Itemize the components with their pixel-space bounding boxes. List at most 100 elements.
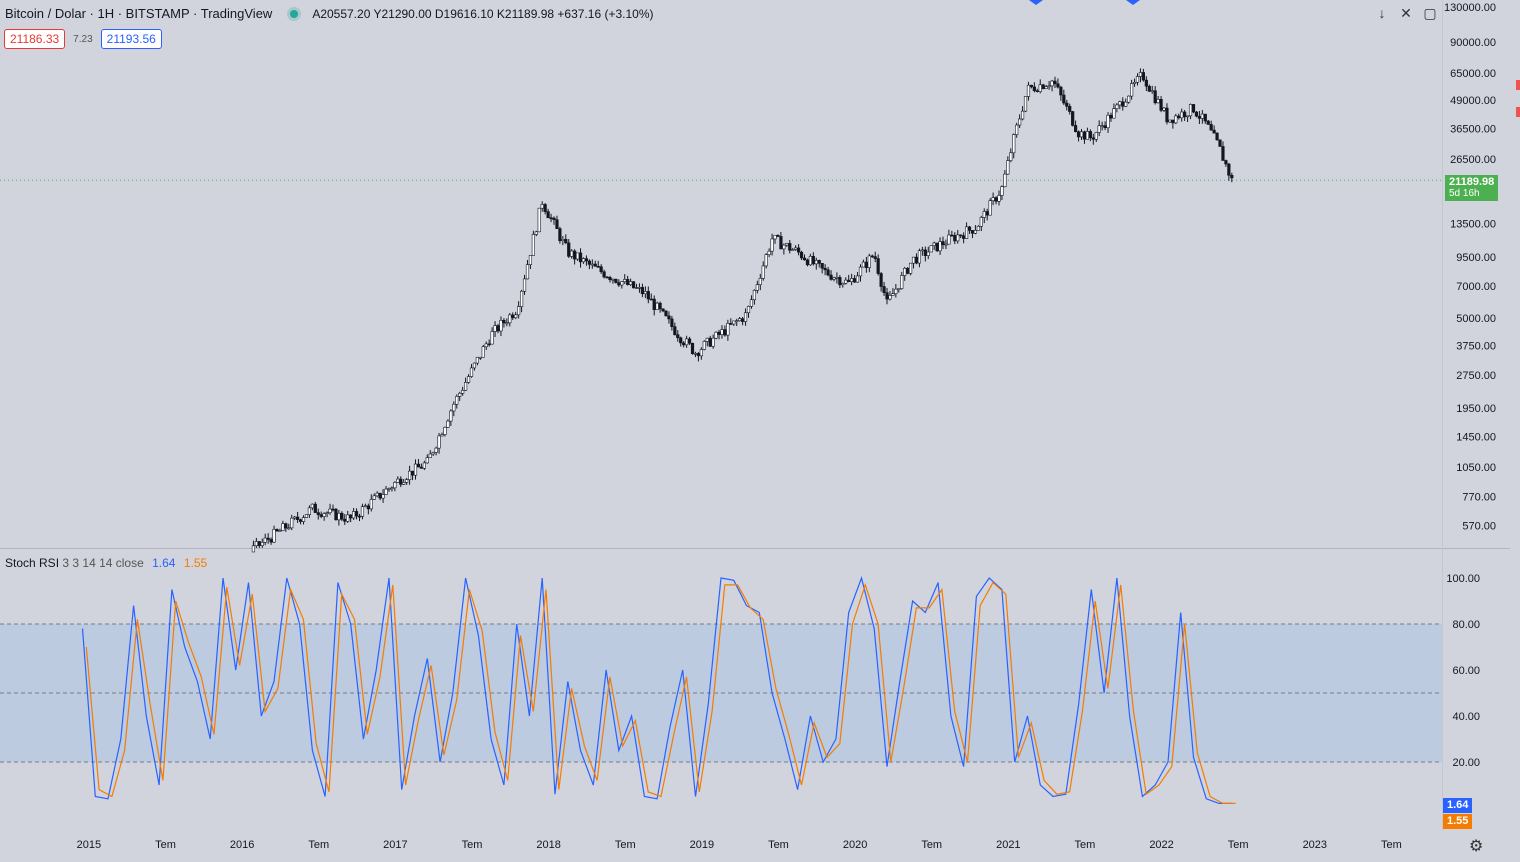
candle-body: [1012, 134, 1016, 154]
candle-body: [570, 250, 574, 257]
candle-body: [511, 314, 515, 319]
candle-body: [413, 463, 418, 476]
candle-body: [855, 275, 860, 283]
candle-body: [1118, 101, 1122, 106]
candle-body: [861, 261, 866, 268]
candle-body: [1156, 99, 1160, 104]
candle-body: [567, 242, 571, 257]
arrow-down-icon[interactable]: ↓: [1378, 5, 1386, 21]
candle-body: [290, 517, 294, 529]
indicator-title[interactable]: Stoch RSI 3 3 14 14 close 1.64 1.55: [5, 556, 207, 570]
candle-body: [408, 470, 412, 480]
candle-body: [1038, 84, 1042, 92]
candle-body: [676, 334, 680, 339]
candle-body: [935, 242, 939, 252]
candle-body: [584, 258, 589, 262]
time-tick-label: 2022: [1149, 839, 1173, 851]
candle-body: [738, 318, 742, 322]
candle-body: [307, 507, 312, 515]
candle-body: [797, 247, 801, 253]
candle-body: [1212, 129, 1216, 134]
candle-body: [631, 281, 636, 289]
candle-body: [360, 506, 365, 517]
candle-body: [735, 320, 739, 323]
candle-body: [850, 278, 854, 282]
candle-body: [272, 529, 276, 543]
candle-body: [914, 256, 919, 264]
candle-body: [908, 262, 913, 274]
candle-body: [687, 338, 692, 344]
last-price-value: 21189.98: [1449, 176, 1495, 188]
candle-body: [352, 511, 356, 519]
candle-body: [325, 512, 329, 514]
price-tick-label: 1950.00: [1456, 403, 1496, 415]
candle-body: [1056, 83, 1060, 88]
candle-body: [814, 260, 818, 265]
candle-body: [490, 331, 494, 345]
candle-body: [531, 234, 535, 256]
candle-body: [561, 238, 565, 241]
candle-body: [369, 499, 373, 510]
candle-body: [794, 247, 798, 250]
candle-body: [646, 291, 650, 300]
candle-body: [1218, 139, 1222, 147]
candle-body: [776, 235, 780, 237]
candle-body: [581, 258, 586, 263]
candle-body: [911, 256, 916, 264]
candle-body: [1082, 131, 1087, 140]
candle-body: [405, 479, 409, 483]
stoch-tick-label: 20.00: [1452, 757, 1480, 769]
candle-body: [964, 226, 969, 239]
candle-body: [752, 290, 756, 301]
candle-body: [281, 523, 285, 531]
candle-body: [1194, 111, 1199, 117]
quote-badges: 21186.33 7.23 21193.56: [4, 29, 162, 49]
candle-body: [593, 263, 597, 267]
candle-body: [564, 238, 568, 244]
bid-price-badge[interactable]: 21186.33: [4, 29, 66, 49]
time-tick-label: 2021: [996, 839, 1020, 851]
candle-body: [785, 243, 789, 246]
candle-body: [723, 329, 727, 336]
candle-body: [1106, 114, 1110, 129]
candle-body: [340, 512, 344, 520]
candle-body: [1035, 90, 1039, 92]
candle-body: [673, 326, 677, 335]
candle-body: [555, 219, 559, 229]
candle-body: [1206, 120, 1210, 125]
alert-marker: [1516, 107, 1520, 117]
candle-body: [469, 367, 474, 377]
maximize-icon[interactable]: ▢: [1423, 5, 1437, 21]
candle-body: [472, 362, 477, 369]
candle-body: [938, 241, 942, 252]
candle-body: [743, 312, 748, 322]
candle-body: [1165, 107, 1169, 123]
candle-body: [1006, 160, 1010, 175]
candle-body: [1203, 113, 1207, 122]
indicator-k-value: 1.64: [152, 556, 176, 570]
symbol-title[interactable]: Bitcoin / Dolar · 1H · BITSTAMP · Tradin…: [5, 6, 273, 21]
candle-body: [1121, 101, 1125, 107]
candle-body: [649, 298, 653, 301]
time-tick-label: 2023: [1303, 839, 1327, 851]
candle-body: [1091, 137, 1095, 140]
candle-body: [982, 211, 986, 218]
candle-body: [505, 322, 509, 325]
candle-body: [1150, 90, 1154, 93]
candle-body: [463, 382, 468, 391]
chart-header: Bitcoin / Dolar · 1H · BITSTAMP · Tradin…: [5, 6, 654, 21]
settings-gear-icon[interactable]: ⚙: [1469, 838, 1484, 855]
candle-body: [1032, 86, 1036, 91]
candle-body: [947, 234, 951, 245]
ask-price-badge[interactable]: 21193.56: [100, 29, 162, 49]
candle-body: [805, 259, 810, 266]
candle-body: [496, 325, 500, 332]
candle-body: [1174, 115, 1178, 124]
candle-body: [929, 245, 933, 253]
candle-body: [263, 537, 267, 543]
candle-body: [758, 277, 762, 286]
time-tick-label: 2016: [230, 839, 254, 851]
candle-body: [437, 435, 441, 449]
collapse-icon[interactable]: ✕: [1400, 5, 1412, 21]
